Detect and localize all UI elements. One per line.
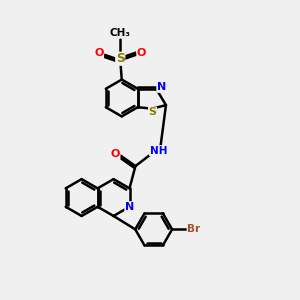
Text: S: S <box>148 107 157 117</box>
Text: N: N <box>157 82 166 92</box>
Text: Br: Br <box>187 224 200 234</box>
Text: S: S <box>116 52 125 65</box>
Text: O: O <box>111 149 120 159</box>
Text: N: N <box>125 202 134 212</box>
Text: CH₃: CH₃ <box>110 28 131 38</box>
Text: NH: NH <box>150 146 167 156</box>
Text: O: O <box>137 47 146 58</box>
Text: O: O <box>94 47 104 58</box>
